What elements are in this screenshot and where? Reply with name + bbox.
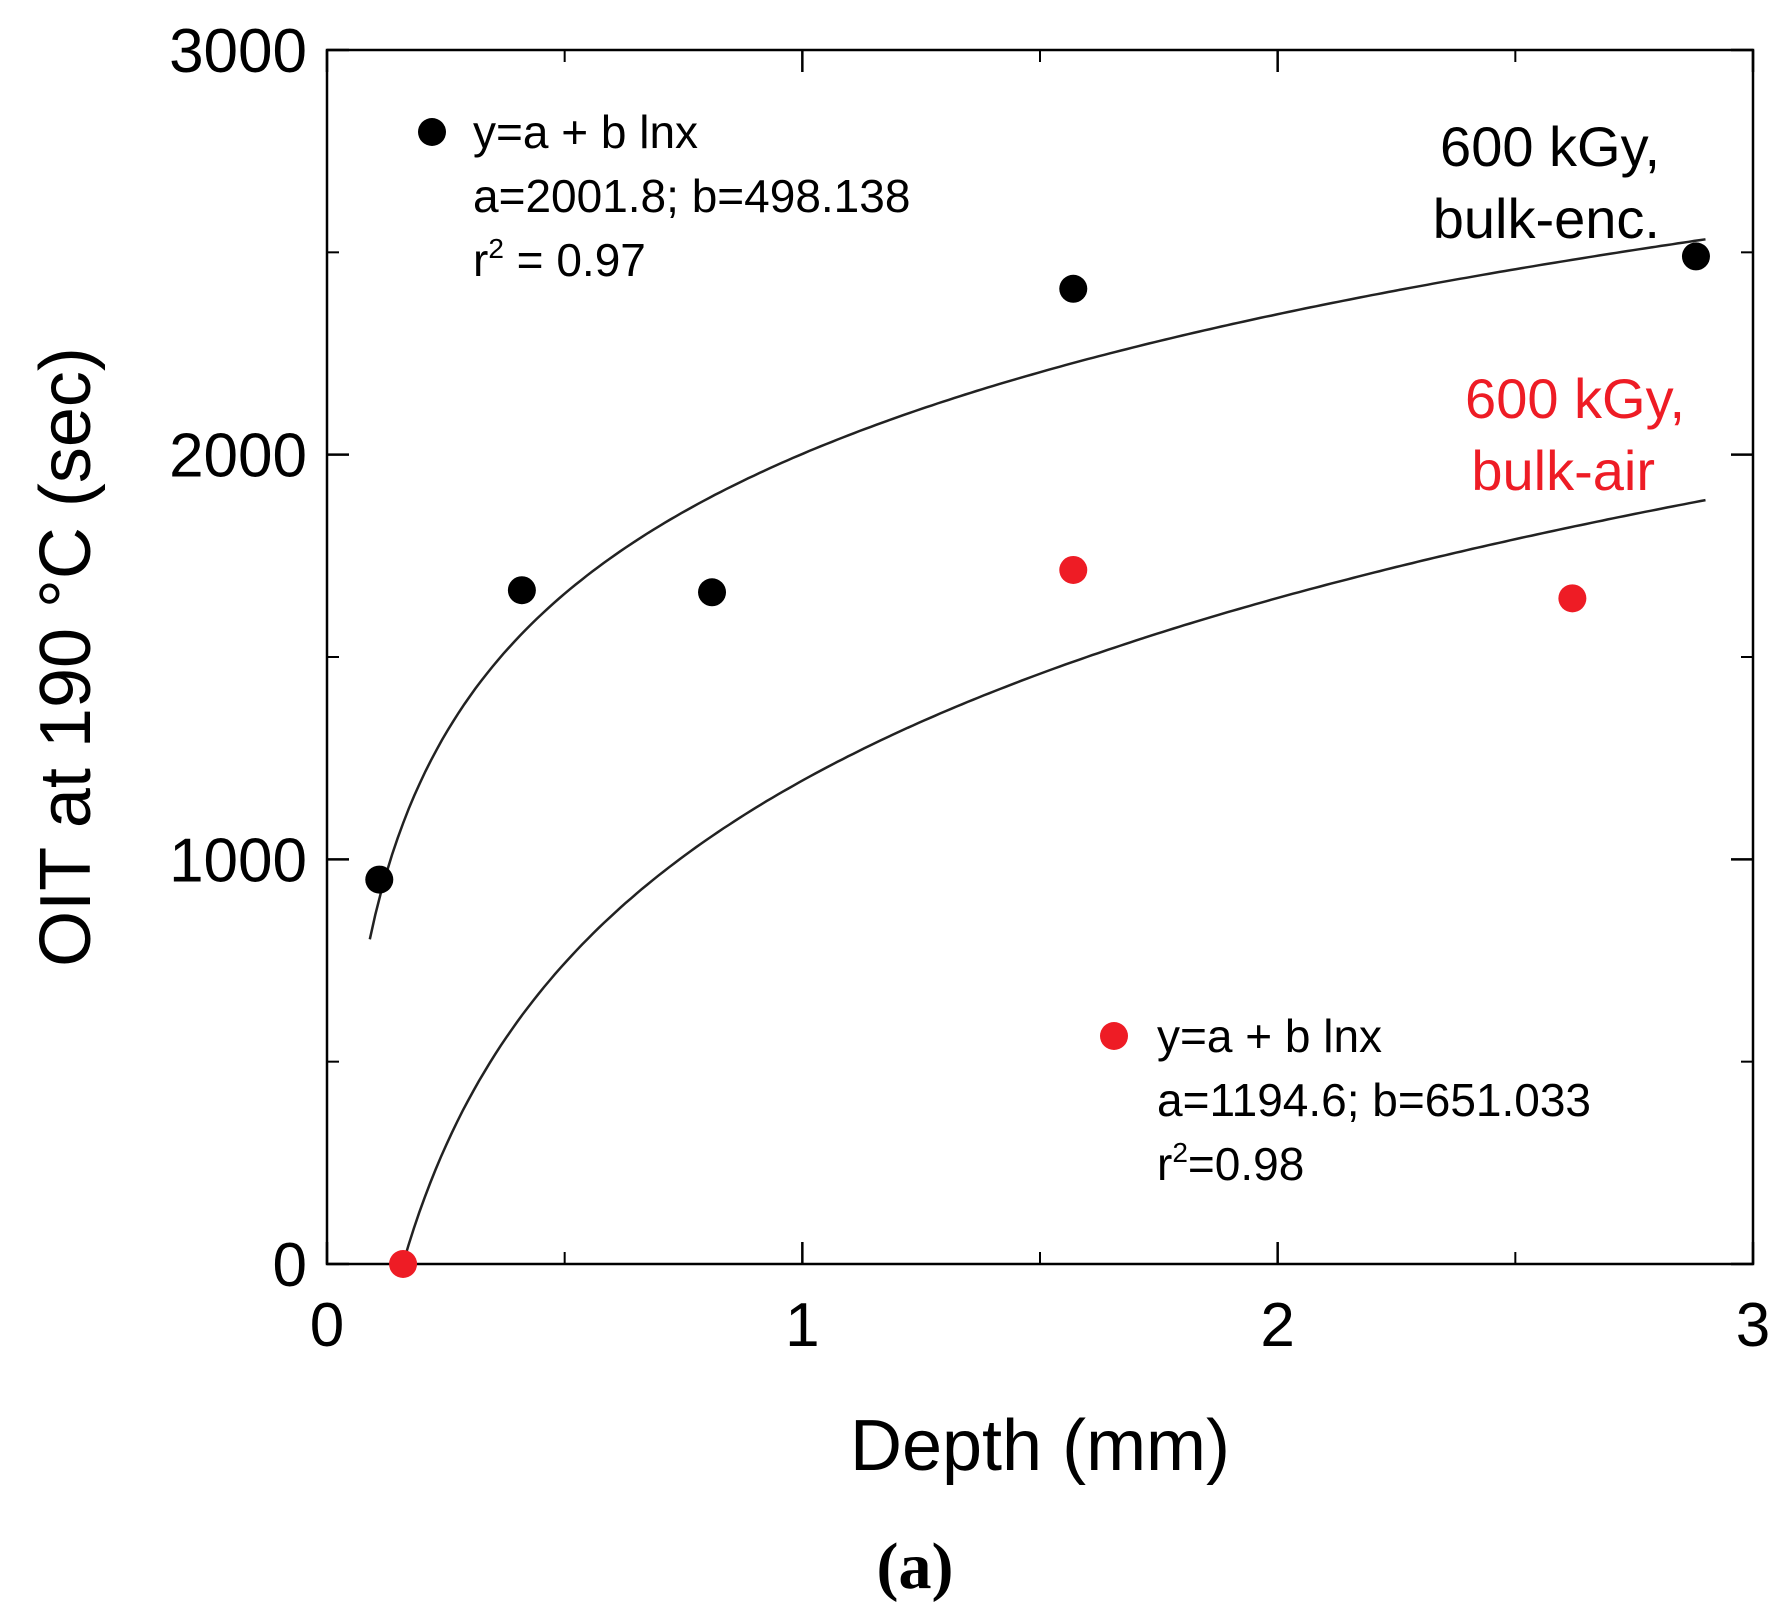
axis-tick-labels: 0 1 2 3 0 1000 2000 3000 (169, 17, 1770, 1360)
fit-params-bulk-enc: a=2001.8; b=498.138 (473, 170, 910, 222)
legend-marker-bulk-air (1100, 1022, 1128, 1050)
fit-equation-bulk-air: y=a + b lnx (1157, 1010, 1382, 1062)
panel-label: (a) (877, 1530, 954, 1603)
fit-equation-bulk-enc: y=a + b lnx (473, 106, 698, 158)
data-point-bulk-enc (1059, 274, 1088, 303)
fit-curve-bulk-enc (368, 238, 1706, 940)
fit-curve-bulk-air (401, 498, 1706, 1264)
fit-r2-bulk-enc: r2 = 0.97 (473, 233, 646, 286)
y-tick-label: 0 (273, 1231, 307, 1300)
x-tick-label: 0 (310, 1291, 344, 1360)
y-tick-label: 3000 (169, 17, 307, 86)
series-label-bulk-air-line2: bulk-air (1471, 439, 1655, 502)
x-axis-title: Depth (mm) (850, 1406, 1230, 1486)
axis-ticks (325, 48, 1755, 1266)
x-tick-label: 2 (1260, 1291, 1294, 1360)
data-point-bulk-air (1558, 584, 1587, 613)
data-point-bulk-air (389, 1250, 418, 1278)
y-axis-title: OIT at 190 °C (sec) (26, 347, 106, 967)
data-point-bulk-enc (365, 865, 394, 894)
fit-params-bulk-air: a=1194.6; b=651.033 (1157, 1074, 1591, 1126)
x-tick-label: 3 (1736, 1291, 1770, 1360)
y-tick-label: 2000 (169, 422, 307, 491)
fit-r2-bulk-air: r2=0.98 (1157, 1137, 1304, 1190)
x-tick-label: 1 (785, 1291, 819, 1360)
legend-marker-bulk-enc (418, 118, 446, 146)
fit-curves (368, 238, 1706, 1264)
series-label-bulk-enc-line2: bulk-enc. (1433, 187, 1660, 250)
data-point-bulk-air (1059, 555, 1088, 584)
y-tick-label: 1000 (169, 826, 307, 895)
series-label-bulk-air-line1: 600 kGy, (1465, 367, 1685, 430)
data-points (365, 242, 1710, 1278)
data-point-bulk-enc (698, 578, 727, 607)
data-point-bulk-enc (1681, 242, 1710, 271)
series-label-bulk-enc-line1: 600 kGy, (1440, 115, 1660, 178)
data-point-bulk-enc (507, 576, 536, 605)
